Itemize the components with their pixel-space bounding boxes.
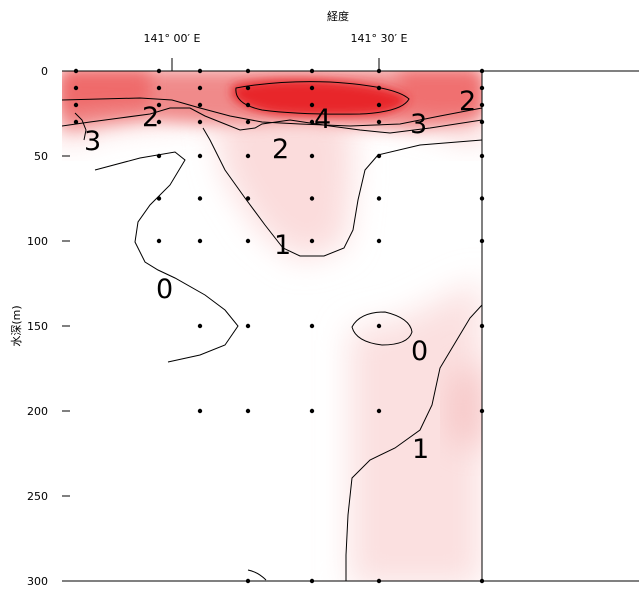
x-axis-ticks: 141° 00′ E 141° 30′ E [144,32,408,71]
contour-line-4 [235,81,410,115]
sample-point [197,119,203,125]
contour-label-4: 4 [314,104,331,135]
y-tick-label: 50 [34,150,48,163]
contour-line-1b [345,304,482,581]
sample-point [309,119,315,125]
sample-point [376,578,382,584]
sample-point [197,323,203,329]
sample-point [156,153,162,159]
sample-point [479,408,485,414]
sample-point [73,119,79,125]
contour-label-0-left: 0 [156,274,173,305]
sample-point [376,119,382,125]
sample-point [479,85,485,91]
y-tick-label: 0 [41,65,48,78]
y-tick-label: 200 [27,405,48,418]
sample-point [309,85,315,91]
contour-label-2-left: 2 [142,102,159,133]
sample-point [245,238,251,244]
contour-line-0b [351,311,413,346]
sample-point [309,578,315,584]
sample-point [479,578,485,584]
sample-point [376,68,382,74]
sample-point [245,85,251,91]
sample-point [309,153,315,159]
x-axis-title: 経度 [327,9,349,23]
contour-label-0-right: 0 [411,336,428,367]
x-tick-label: 141° 30′ E [351,32,408,45]
sample-point [156,68,162,74]
sample-point [376,153,382,159]
sample-point [156,85,162,91]
sample-point [479,102,485,108]
sample-point [197,68,203,74]
y-tick-label: 150 [27,320,48,333]
contour-label-2-right: 2 [459,86,476,117]
sample-point [479,323,485,329]
sample-point [197,153,203,159]
sample-point [73,68,79,74]
sample-point [156,119,162,125]
sample-point [309,196,315,201]
sample-point [479,238,485,244]
sample-point [197,238,203,244]
contour-line-3a [62,97,482,127]
sample-point [197,196,203,201]
sample-point [479,119,485,125]
sample-point [309,102,315,108]
y-axis-title: 水深(m) [10,305,23,346]
contour-labels: 3 2 2 4 3 2 1 0 0 1 [84,86,476,465]
sample-point [479,68,485,74]
contour-line-3b [74,112,87,141]
sample-points [73,68,485,584]
contour-line-0a [94,151,239,363]
sample-point [245,323,251,329]
sample-point [245,408,251,414]
sample-point [309,238,315,244]
contour-label-3-right: 3 [410,109,427,140]
sample-point [376,85,382,91]
sample-point [376,102,382,108]
contour-label-2-mid: 2 [272,134,289,165]
sample-point [479,196,485,201]
contour-label-3-left: 3 [84,126,101,157]
sample-point [197,408,203,414]
sample-point [73,102,79,108]
y-axis-ticks: 0 50 100 150 200 250 300 [27,65,70,588]
y-tick-label: 250 [27,490,48,503]
sample-point [376,196,382,201]
sample-point [376,323,382,329]
sample-point [245,102,251,108]
sample-point [479,153,485,159]
sample-point [309,68,315,74]
sample-point [245,119,251,125]
sample-point [376,238,382,244]
sample-point [309,408,315,414]
sample-point [245,153,251,159]
contour-line-2 [62,107,482,134]
contour-label-1-right: 1 [412,434,429,465]
contour-line-bottom [247,569,267,581]
sample-point [376,408,382,414]
contour-lines [62,81,482,581]
sample-point [245,578,251,584]
contour-line-1 [202,127,482,257]
sample-point [309,323,315,329]
sample-point [156,102,162,108]
contour-label-1-mid: 1 [274,230,291,261]
sample-point [73,85,79,91]
sample-point [156,238,162,244]
sample-point [156,196,162,201]
sample-point [245,196,251,201]
sample-point [197,85,203,91]
sample-point [245,68,251,74]
sample-point [197,102,203,108]
y-tick-label: 300 [27,575,48,588]
color-field [62,71,482,581]
y-tick-label: 100 [27,235,48,248]
x-tick-label: 141° 00′ E [144,32,201,45]
